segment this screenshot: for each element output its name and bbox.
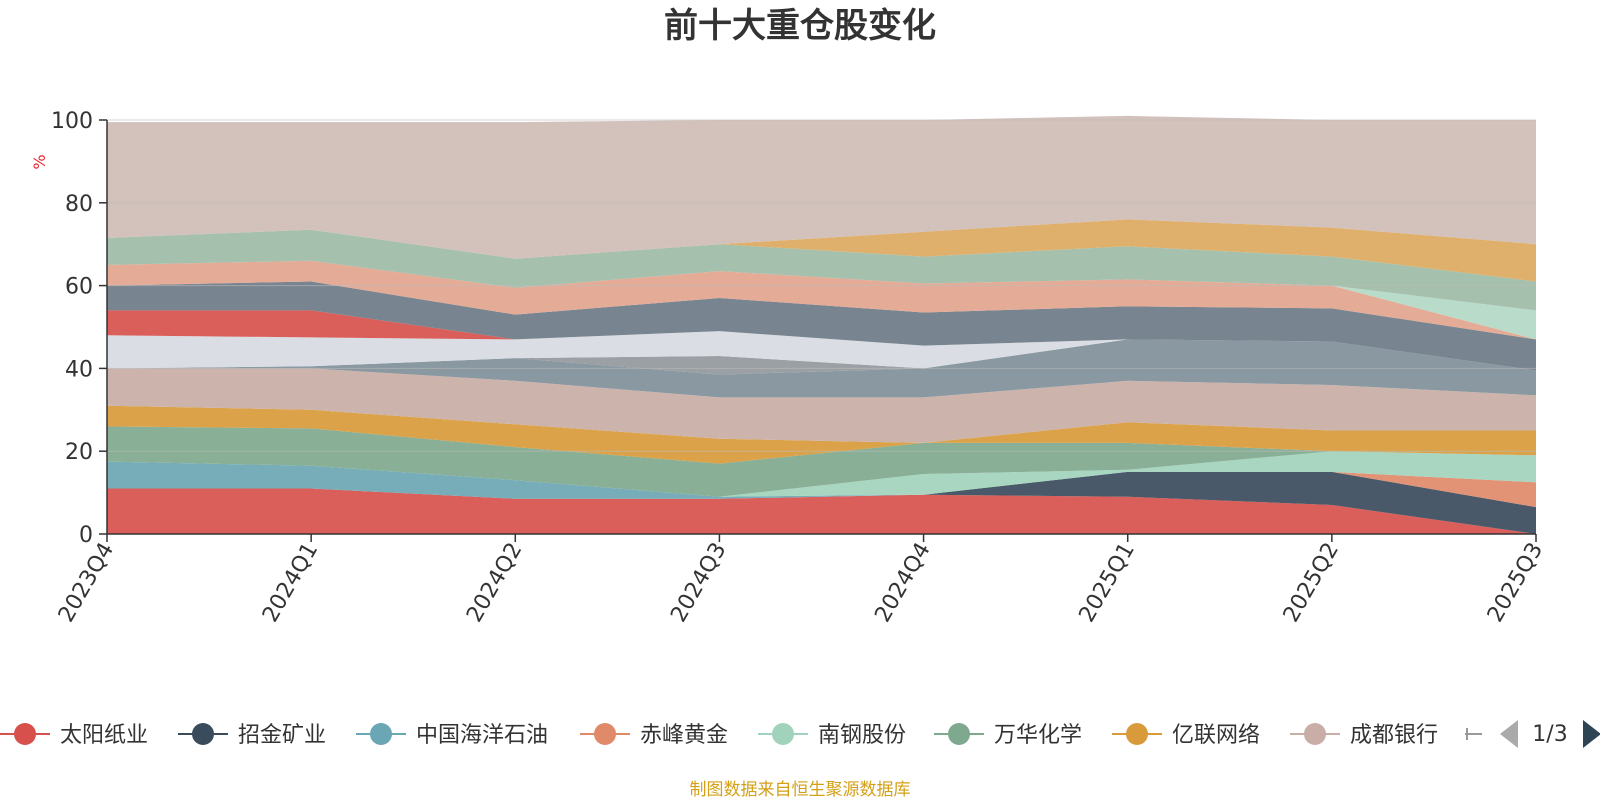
legend-marker-icon: [594, 723, 616, 745]
legend-item-5[interactable]: 万华化学: [934, 723, 1082, 748]
y-tick-label-3: 60: [65, 275, 93, 300]
legend-marker-icon: [370, 723, 392, 745]
area-series-13: [107, 260, 1536, 340]
x-tick-label-6: 2025Q2: [1279, 539, 1344, 627]
chart-title: 前十大重仓股变化: [664, 6, 936, 46]
x-axis-ticks: 2023Q4 2024Q1 2024Q2 2024Q3 2024Q4 2025Q1 2025…: [54, 534, 1548, 627]
y-tick-label-4: 80: [65, 192, 93, 217]
x-tick-label-0: 2023Q4: [54, 539, 119, 627]
area-series-15: [107, 229, 1536, 311]
area-series-6: [107, 405, 1536, 464]
legend: 太阳纸业 招金矿业 中国海洋石油 赤峰黄金 南钢股份 万华化学 亿联网络 成都银行: [0, 723, 1482, 748]
area-series-0: [107, 488, 1536, 534]
area-series-2: [107, 461, 1536, 508]
area-series-17: [107, 115, 1536, 259]
area-series-5: [107, 426, 1536, 497]
legend-pager: 1/3: [1500, 720, 1600, 748]
area-series-11: [107, 310, 1536, 371]
legend-label: 中国海洋石油: [416, 723, 548, 748]
x-tick-label-7: 2025Q3: [1483, 539, 1548, 627]
legend-item-3[interactable]: 赤峰黄金: [580, 723, 728, 748]
legend-item-2[interactable]: 中国海洋石油: [356, 723, 548, 748]
area-series-10: [107, 331, 1536, 371]
legend-label: 赤峰黄金: [640, 723, 728, 748]
legend-marker-icon: [1126, 723, 1148, 745]
legend-label: 万华化学: [994, 723, 1082, 748]
y-tick-label-2: 40: [65, 357, 93, 382]
legend-item-7[interactable]: 成都银行: [1290, 723, 1438, 748]
x-tick-label-5: 2025Q1: [1075, 539, 1140, 627]
legend-marker-icon: [948, 723, 970, 745]
area-series-9: [107, 339, 1536, 375]
grid-lines: [107, 119, 1536, 452]
area-series-12: [107, 281, 1536, 371]
legend-label: 亿联网络: [1172, 723, 1260, 748]
area-series-7: [107, 368, 1536, 443]
legend-label: 南钢股份: [818, 723, 906, 748]
y-tick-label-1: 20: [65, 440, 93, 465]
x-tick-label-1: 2024Q1: [258, 539, 323, 627]
y-tick-label-5: 100: [51, 109, 93, 134]
legend-marker-icon: [772, 723, 794, 745]
area-series-group: [107, 115, 1536, 534]
legend-item-6[interactable]: 亿联网络: [1112, 723, 1260, 748]
legend-prev-arrow-icon[interactable]: [1500, 720, 1518, 748]
legend-page-indicator: 1/3: [1532, 722, 1567, 747]
data-source-note: 制图数据来自恒生聚源数据库: [690, 780, 911, 800]
legend-item-0[interactable]: 太阳纸业: [0, 723, 148, 748]
x-tick-label-3: 2024Q3: [666, 539, 731, 627]
area-series-1: [107, 471, 1536, 534]
area-series-4: [107, 451, 1536, 497]
legend-label: 太阳纸业: [60, 723, 148, 748]
y-tick-label-0: 0: [79, 523, 93, 548]
legend-item-4[interactable]: 南钢股份: [758, 723, 906, 748]
legend-item-1[interactable]: 招金矿业: [178, 723, 326, 748]
x-tick-label-4: 2024Q4: [870, 539, 935, 627]
legend-label: 成都银行: [1350, 723, 1438, 748]
area-series-8: [107, 339, 1536, 398]
x-tick-label-2: 2024Q2: [462, 539, 527, 627]
legend-label: 招金矿业: [238, 723, 326, 748]
area-series-16: [107, 219, 1536, 282]
legend-next-arrow-icon[interactable]: [1583, 720, 1600, 748]
legend-marker-icon: [14, 723, 36, 745]
legend-marker-icon: [192, 723, 214, 745]
y-axis-ticks: 0 20 40 60 80 100: [51, 109, 107, 548]
legend-marker-icon: [1304, 723, 1326, 745]
y-axis-unit: %: [30, 154, 49, 169]
axes: [106, 120, 1536, 535]
